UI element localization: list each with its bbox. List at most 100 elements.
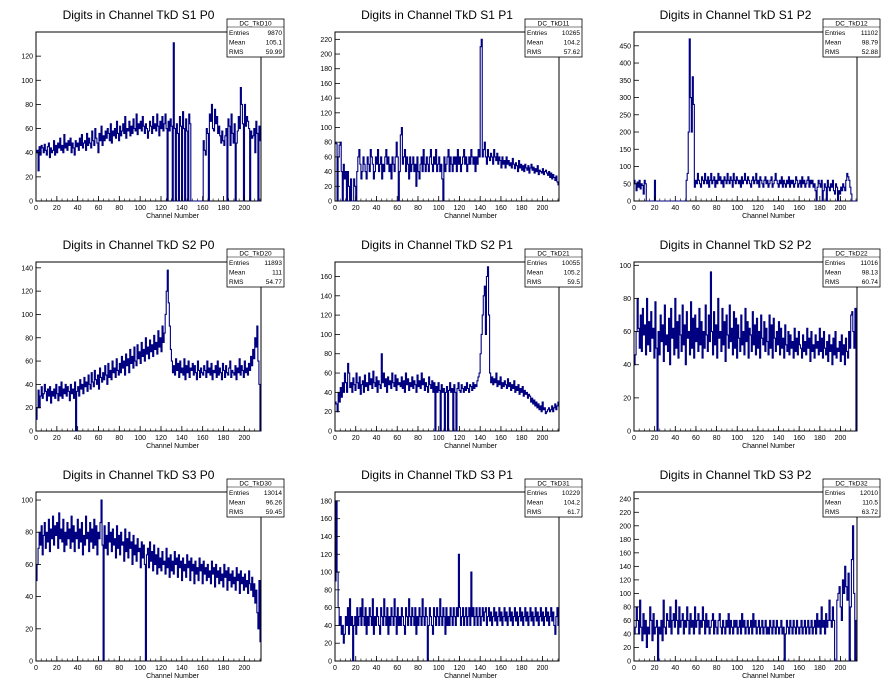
y-tick-label: 450 <box>619 43 631 50</box>
y-tick-label: 20 <box>324 184 332 191</box>
stats-label-rms: RMS <box>527 509 542 516</box>
y-tick-label: 60 <box>324 154 332 161</box>
y-tick-label: 140 <box>320 293 332 300</box>
y-tick-label: 20 <box>324 641 332 648</box>
y-tick-label: 200 <box>619 523 631 530</box>
x-tick-label: 40 <box>373 665 381 672</box>
stats-label-mean: Mean <box>527 500 544 507</box>
stats-box-frame <box>822 248 881 288</box>
y-tick-label: 220 <box>619 510 631 517</box>
y-tick-label: 250 <box>619 112 631 119</box>
x-tick-label: 140 <box>474 205 486 212</box>
x-tick-label: 180 <box>218 665 230 672</box>
histogram-series-line <box>36 269 261 432</box>
x-tick-label: 140 <box>773 205 785 212</box>
plot-frame <box>35 491 262 662</box>
y-tick-label: 20 <box>623 645 631 652</box>
stats-value-mean: 98.13 <box>862 270 879 277</box>
histogram-panel: Digits in Channel TkD S2 P1 0 20 40 60 80 100 1… <box>320 238 583 450</box>
y-tick-label: 140 <box>619 564 631 571</box>
x-tick-label: 40 <box>373 205 381 212</box>
y-tick-label: 60 <box>324 605 332 612</box>
x-tick-label: 160 <box>793 665 805 672</box>
x-tick-label: 180 <box>814 665 826 672</box>
stats-value-entries: 10265 <box>562 30 580 37</box>
x-axis-label: Channel Number <box>742 213 796 220</box>
y-tick-label: 60 <box>324 371 332 378</box>
stats-box-frame <box>226 18 285 58</box>
y-tick-label: 0 <box>627 659 631 666</box>
x-axis-label: Channel Number <box>444 673 498 680</box>
y-tick-label: 350 <box>619 78 631 85</box>
x-tick-label: 20 <box>651 665 659 672</box>
y-tick-label: 400 <box>619 61 631 68</box>
stats-box: DC_TkD30 Entries 13014 Mean 96.26 RMS 59.45 <box>226 478 285 518</box>
x-tick-label: 60 <box>393 665 401 672</box>
stats-value-rms: 54.77 <box>266 279 283 286</box>
y-tick-label: 100 <box>320 125 332 132</box>
histogram-panel: Digits in Channel TkD S1 P0 0 20 40 60 80 100 1… <box>21 8 285 220</box>
y-tick-label: 300 <box>619 95 631 102</box>
x-tick-label: 80 <box>713 205 721 212</box>
stats-box-frame <box>524 478 583 518</box>
y-tick-label: 220 <box>320 37 332 44</box>
x-tick-label: 60 <box>95 665 103 672</box>
stats-value-entries: 12010 <box>860 490 878 497</box>
y-tick-label: 40 <box>324 390 332 397</box>
x-tick-label: 20 <box>53 205 61 212</box>
stats-label-rms: RMS <box>229 49 244 56</box>
x-tick-label: 120 <box>454 205 466 212</box>
stats-value-rms: 59.45 <box>266 509 283 516</box>
y-tick-label: 60 <box>25 562 33 569</box>
x-tick-label: 100 <box>134 205 146 212</box>
stats-label-rms: RMS <box>825 279 840 286</box>
x-tick-label: 120 <box>752 665 764 672</box>
stats-label-entries: Entries <box>527 490 548 497</box>
y-tick-label: 40 <box>324 623 332 630</box>
x-tick-label: 20 <box>53 665 61 672</box>
y-tick-label: 100 <box>619 263 631 270</box>
stats-name: DC_TkD30 <box>239 481 272 488</box>
histogram-series-line <box>335 500 559 662</box>
x-tick-label: 200 <box>238 435 250 442</box>
stats-value-mean: 105.2 <box>564 270 581 277</box>
stats-label-entries: Entries <box>229 260 250 267</box>
x-tick-label: 80 <box>115 665 123 672</box>
chart-title: Digits in Channel TkD S2 P2 <box>660 238 812 252</box>
stats-value-entries: 11016 <box>860 260 878 267</box>
stats-value-rms: 59.99 <box>266 49 283 56</box>
x-tick-label: 100 <box>134 665 146 672</box>
y-tick-label: 120 <box>320 552 332 559</box>
plot-frame <box>633 491 858 662</box>
x-tick-label: 80 <box>414 205 422 212</box>
x-tick-label: 200 <box>835 205 847 212</box>
x-tick-label: 80 <box>414 665 422 672</box>
stats-value-rms: 61.7 <box>567 509 580 516</box>
y-tick-label: 60 <box>25 359 33 366</box>
x-tick-label: 160 <box>197 665 209 672</box>
stats-name: DC_TkD21 <box>537 251 570 258</box>
x-tick-label: 20 <box>352 435 360 442</box>
chart-title: Digits in Channel TkD S3 P1 <box>361 468 513 482</box>
x-tick-label: 140 <box>176 435 188 442</box>
stats-value-mean: 111 <box>272 270 282 277</box>
x-tick-label: 40 <box>671 435 679 442</box>
histogram-series-line <box>634 38 857 202</box>
histogram-panel: Digits in Channel TkD S3 P2 0 20 40 60 80 100 1… <box>619 468 881 680</box>
stats-label-rms: RMS <box>229 279 244 286</box>
x-tick-label: 180 <box>516 435 528 442</box>
x-tick-label: 20 <box>352 205 360 212</box>
x-tick-label: 80 <box>713 435 721 442</box>
stats-value-rms: 57.62 <box>564 49 581 56</box>
stats-label-rms: RMS <box>825 509 840 516</box>
stats-label-mean: Mean <box>527 270 544 277</box>
plot-frame <box>334 31 560 202</box>
x-tick-label: 200 <box>537 205 549 212</box>
plot-frame <box>633 261 858 432</box>
x-tick-label: 0 <box>632 435 636 442</box>
stats-label-mean: Mean <box>825 270 842 277</box>
stats-name: DC_TkD22 <box>835 251 868 258</box>
x-tick-label: 200 <box>835 435 847 442</box>
y-tick-label: 80 <box>623 604 631 611</box>
